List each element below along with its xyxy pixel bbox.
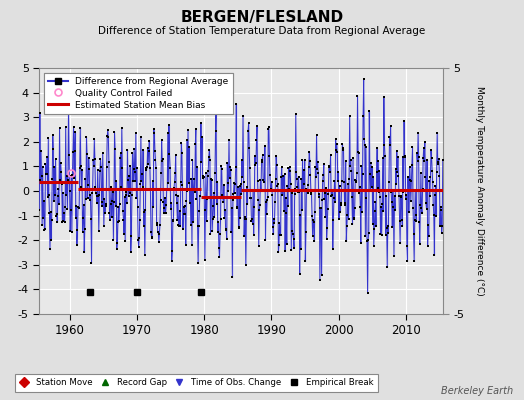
Text: Berkeley Earth: Berkeley Earth [441, 386, 514, 396]
Legend: Difference from Regional Average, Quality Control Failed, Estimated Station Mean: Difference from Regional Average, Qualit… [44, 72, 233, 114]
Legend: Station Move, Record Gap, Time of Obs. Change, Empirical Break: Station Move, Record Gap, Time of Obs. C… [15, 374, 378, 392]
Text: BERGEN/FLESLAND: BERGEN/FLESLAND [180, 10, 344, 25]
Text: Difference of Station Temperature Data from Regional Average: Difference of Station Temperature Data f… [99, 26, 425, 36]
Y-axis label: Monthly Temperature Anomaly Difference (°C): Monthly Temperature Anomaly Difference (… [475, 86, 484, 296]
